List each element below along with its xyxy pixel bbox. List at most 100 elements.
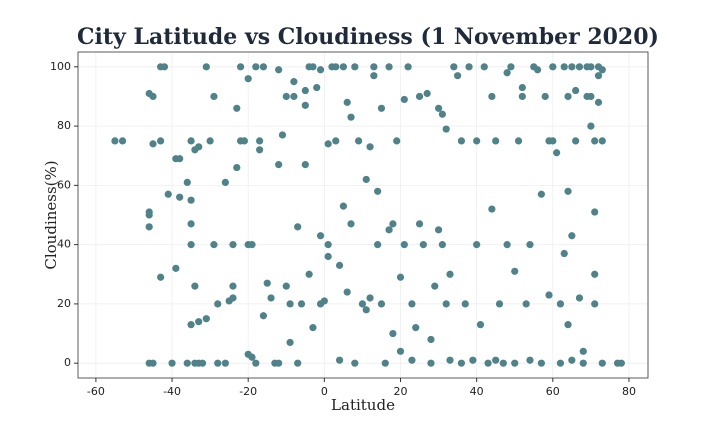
y-tick-label: 20 [57,297,71,310]
point [297,300,306,308]
x-tick-label: 20 [394,385,408,398]
point [412,324,420,332]
point [518,92,526,101]
point [351,359,359,367]
point [172,264,180,272]
y-tick-label: 0 [64,356,71,369]
chart-title: City Latitude vs Cloudiness (1 November … [77,24,659,50]
point [598,137,606,145]
point [518,83,526,92]
point [221,359,229,367]
point [187,241,195,249]
point [195,143,203,151]
point [446,270,454,278]
point [473,241,481,249]
point [335,356,344,364]
point [465,63,473,71]
point [488,92,496,101]
point [210,92,218,101]
point [427,359,435,367]
point [282,282,290,290]
x-tick-label: -20 [239,385,257,398]
point [568,356,576,364]
point [419,241,427,249]
point [309,63,317,71]
point [313,83,321,92]
point [454,72,462,80]
point [431,282,439,290]
point [191,282,199,290]
point [252,359,260,367]
point [404,63,412,71]
point [522,300,530,308]
point [233,163,241,172]
point [526,356,534,364]
point [564,187,572,195]
point [457,137,466,145]
point [560,249,568,258]
point [282,92,290,101]
point [335,261,344,269]
point [389,220,397,228]
point [511,359,519,367]
point [572,137,580,145]
point [233,104,241,112]
point [229,241,237,249]
point [164,190,172,198]
point [434,226,443,234]
point [377,300,386,308]
point [556,300,565,308]
point [343,98,351,106]
point [366,143,374,151]
x-tick-label: 40 [470,385,484,398]
point [591,208,599,216]
point [305,270,313,278]
point [492,356,500,364]
point [339,202,347,210]
point [374,241,382,249]
point [507,63,515,71]
point [168,359,176,367]
point [290,92,298,101]
point [195,318,203,326]
point [396,273,405,281]
point [366,294,374,302]
point [294,223,302,231]
point [157,137,165,145]
point [385,226,393,234]
point [236,63,245,71]
point [473,137,481,145]
point [324,140,332,148]
point [259,312,268,320]
point [511,267,519,275]
point [370,72,378,80]
point [198,359,207,367]
point [320,297,328,305]
x-axis-label: Latitude [331,396,395,414]
point [244,75,252,83]
point [549,63,557,71]
point [256,146,264,154]
point [377,104,386,112]
point [537,359,545,367]
point [484,359,492,367]
x-tick-label: 80 [622,385,636,398]
point [434,104,443,112]
point [457,359,466,367]
point [278,131,287,139]
plot-frame [77,51,649,379]
point [252,63,260,71]
point [362,306,370,314]
y-tick-label: 80 [57,119,71,132]
point [176,155,184,163]
point [541,92,549,101]
point [358,300,367,308]
point [187,196,195,204]
point [526,241,534,249]
point [275,161,283,169]
point [438,110,446,118]
point [202,63,210,71]
point [339,63,347,71]
point [381,359,389,367]
